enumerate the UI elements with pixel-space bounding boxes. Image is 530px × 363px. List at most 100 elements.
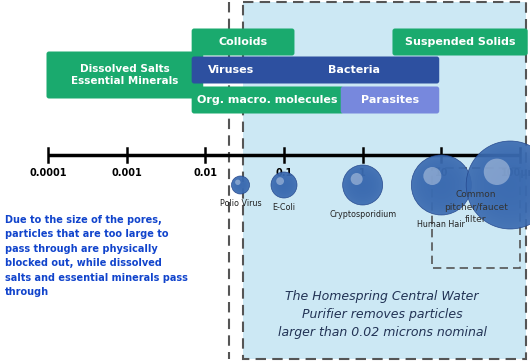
Circle shape <box>504 178 517 192</box>
Text: Human Hair: Human Hair <box>418 220 465 229</box>
Circle shape <box>437 180 446 189</box>
Text: Due to the size of the pores,
particles that are too large to
pass through are p: Due to the size of the pores, particles … <box>5 215 188 297</box>
FancyBboxPatch shape <box>268 57 439 83</box>
Circle shape <box>343 166 382 204</box>
Circle shape <box>278 179 290 191</box>
FancyBboxPatch shape <box>393 29 528 56</box>
Text: The Homespring Central Water
Purifier removes particles
larger than 0.02 microns: The Homespring Central Water Purifier re… <box>278 290 487 339</box>
Circle shape <box>432 176 450 194</box>
Circle shape <box>360 182 366 188</box>
Circle shape <box>346 168 379 202</box>
Circle shape <box>352 174 374 196</box>
Circle shape <box>272 173 296 197</box>
Circle shape <box>233 178 248 192</box>
Circle shape <box>484 159 510 185</box>
Circle shape <box>417 161 465 209</box>
Circle shape <box>348 170 378 200</box>
Circle shape <box>497 172 523 198</box>
Circle shape <box>477 152 530 218</box>
Circle shape <box>466 141 530 229</box>
Circle shape <box>281 182 287 188</box>
Circle shape <box>232 176 250 194</box>
Circle shape <box>238 183 242 187</box>
Circle shape <box>279 180 289 190</box>
Circle shape <box>352 175 373 195</box>
Circle shape <box>482 156 530 213</box>
Circle shape <box>271 172 297 198</box>
Circle shape <box>277 178 291 192</box>
Circle shape <box>233 177 249 193</box>
Circle shape <box>411 155 471 215</box>
Circle shape <box>276 177 284 185</box>
Circle shape <box>431 175 452 196</box>
Text: E-Coli: E-Coli <box>272 203 296 212</box>
Circle shape <box>429 173 453 197</box>
Circle shape <box>359 181 367 189</box>
Circle shape <box>354 176 372 194</box>
Circle shape <box>423 167 460 203</box>
Circle shape <box>279 180 288 189</box>
Circle shape <box>428 171 455 199</box>
Circle shape <box>414 158 469 212</box>
Text: 0.1: 0.1 <box>276 168 293 178</box>
Circle shape <box>434 178 449 192</box>
Circle shape <box>272 173 296 197</box>
Circle shape <box>233 178 248 193</box>
Circle shape <box>343 165 383 205</box>
Circle shape <box>232 176 250 194</box>
Text: Parasites: Parasites <box>361 95 419 105</box>
Circle shape <box>280 181 288 189</box>
Text: Polio Virus: Polio Virus <box>220 199 261 208</box>
Text: 1: 1 <box>359 168 366 178</box>
Text: Dissolved Salts
Essential Minerals: Dissolved Salts Essential Minerals <box>71 64 179 86</box>
Text: 100μm: 100μm <box>501 168 530 178</box>
Circle shape <box>282 183 286 187</box>
Circle shape <box>475 150 530 220</box>
Circle shape <box>239 184 242 186</box>
Circle shape <box>232 176 249 193</box>
Circle shape <box>413 156 470 213</box>
Circle shape <box>238 183 243 187</box>
Circle shape <box>471 146 530 225</box>
FancyBboxPatch shape <box>192 57 271 83</box>
Circle shape <box>469 143 530 227</box>
Circle shape <box>411 155 471 215</box>
Circle shape <box>344 167 381 203</box>
Circle shape <box>276 176 293 193</box>
Circle shape <box>234 178 248 192</box>
Circle shape <box>343 165 383 205</box>
Circle shape <box>273 175 294 195</box>
FancyBboxPatch shape <box>341 86 439 114</box>
Text: Colloids: Colloids <box>218 37 268 47</box>
Text: Viruses: Viruses <box>208 65 254 75</box>
Circle shape <box>351 173 375 197</box>
Circle shape <box>423 167 441 185</box>
Circle shape <box>484 159 530 211</box>
Circle shape <box>358 180 368 190</box>
Circle shape <box>235 180 246 191</box>
Circle shape <box>357 179 369 191</box>
Circle shape <box>479 154 530 216</box>
Circle shape <box>234 179 247 191</box>
Text: 0.0001: 0.0001 <box>29 168 67 178</box>
Text: 10: 10 <box>435 168 448 178</box>
Circle shape <box>492 167 528 203</box>
Text: 0.001: 0.001 <box>111 168 142 178</box>
Circle shape <box>271 172 297 198</box>
Circle shape <box>425 168 458 201</box>
Circle shape <box>420 164 462 206</box>
Circle shape <box>350 172 376 198</box>
Circle shape <box>351 173 363 185</box>
Text: 0.01: 0.01 <box>193 168 217 178</box>
Circle shape <box>238 182 243 188</box>
Circle shape <box>490 165 530 205</box>
Circle shape <box>486 161 530 209</box>
Circle shape <box>235 180 241 185</box>
Circle shape <box>466 141 530 229</box>
Circle shape <box>274 175 294 195</box>
Circle shape <box>237 182 244 188</box>
Circle shape <box>236 181 244 189</box>
Circle shape <box>355 177 370 193</box>
Text: Cryptosporidium: Cryptosporidium <box>329 210 396 219</box>
Bar <box>243 2 526 359</box>
